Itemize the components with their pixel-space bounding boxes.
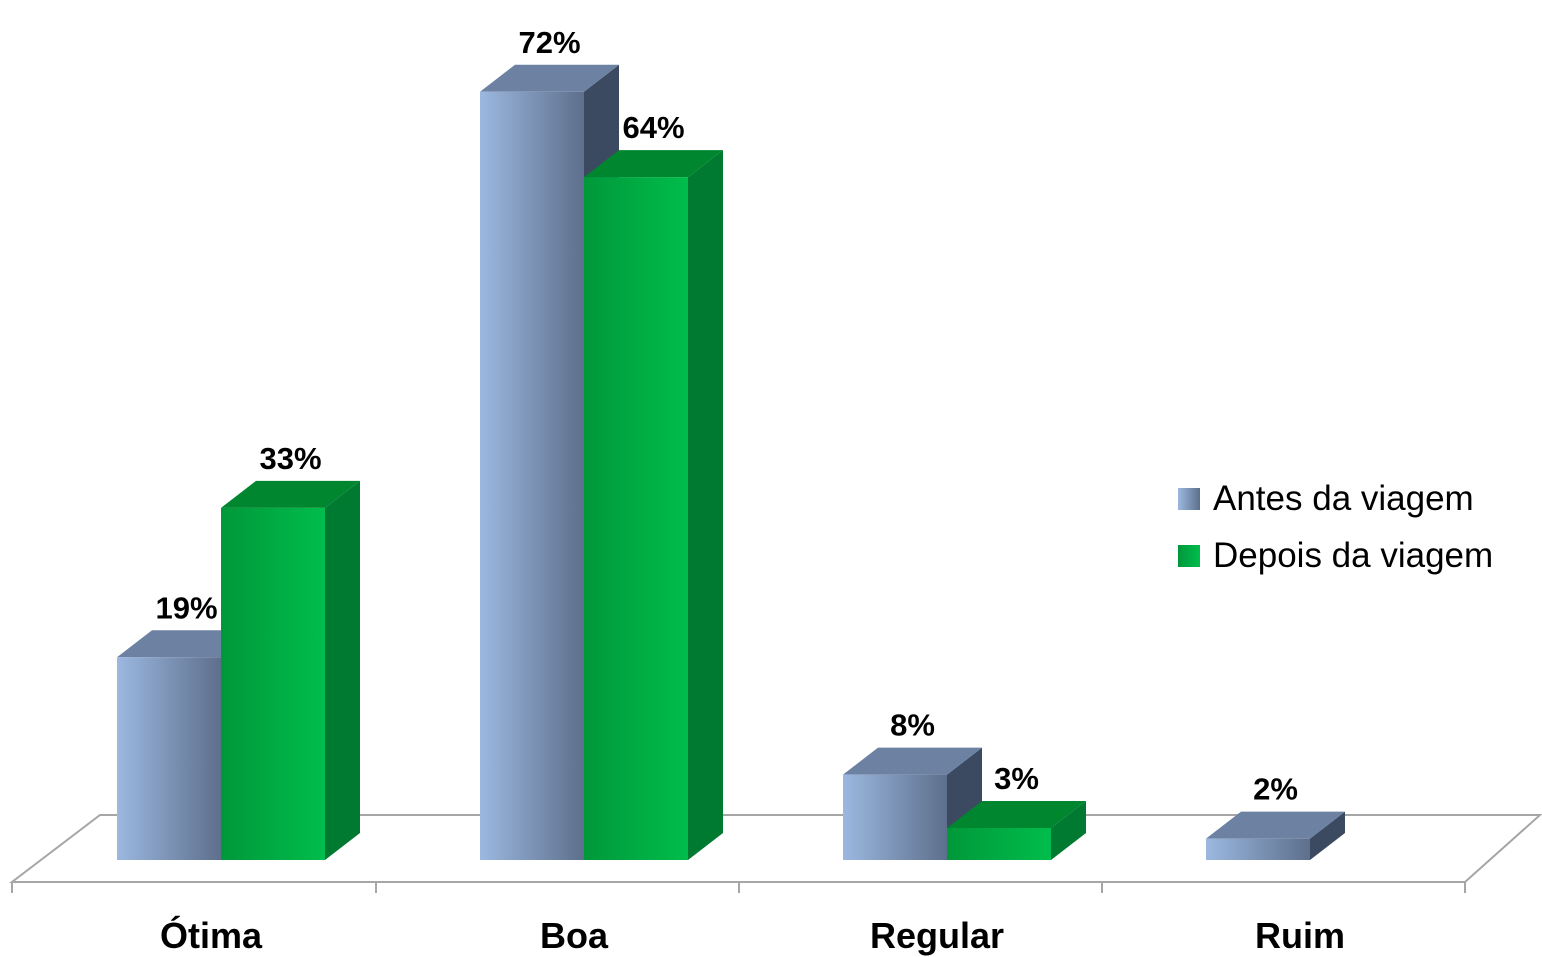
bar-front xyxy=(1206,838,1310,860)
data-label: 33% xyxy=(259,441,321,476)
bar-side xyxy=(325,480,360,860)
data-labels-group: 19% 33% 72% 64% 8% 3% 2% xyxy=(155,25,1297,807)
bar-front xyxy=(221,507,325,860)
bar-side xyxy=(1051,800,1086,860)
bar-side xyxy=(688,150,723,860)
bar-antes-2 xyxy=(843,747,982,860)
legend-label-antes: Antes da viagem xyxy=(1213,478,1474,518)
bar-front xyxy=(584,177,688,860)
category-label: Boa xyxy=(540,915,609,956)
legend-item-depois: Depois da viagem xyxy=(1178,527,1493,584)
legend-swatch-depois xyxy=(1178,544,1200,567)
bar-top xyxy=(947,800,1086,828)
data-label: 8% xyxy=(890,708,935,743)
floor-plane xyxy=(9,814,1542,883)
bar-depois-0 xyxy=(221,480,360,860)
bar-side xyxy=(1310,811,1345,860)
legend: Antes da viagem Depois da viagem xyxy=(1178,470,1493,584)
bars-group xyxy=(117,64,1345,860)
bar-front xyxy=(947,827,1051,860)
bar-antes-3 xyxy=(1206,811,1345,860)
category-labels-group: Ótima Boa Regular Ruim xyxy=(160,914,1345,956)
category-label: Regular xyxy=(870,915,1004,956)
legend-item-antes: Antes da viagem xyxy=(1178,470,1493,527)
data-label: 64% xyxy=(622,110,684,145)
data-label: 72% xyxy=(518,25,580,60)
category-label: Ruim xyxy=(1255,915,1345,956)
chart-floor xyxy=(9,814,1542,893)
bar-front xyxy=(843,774,947,860)
bar-top xyxy=(843,747,982,775)
data-label: 19% xyxy=(155,590,217,625)
legend-label-depois: Depois da viagem xyxy=(1213,535,1494,575)
category-label: Ótima xyxy=(160,914,263,956)
data-label: 2% xyxy=(1253,772,1298,807)
legend-swatch-antes xyxy=(1178,487,1200,510)
bar-top xyxy=(584,150,723,178)
bar-front xyxy=(480,91,584,860)
data-label: 3% xyxy=(994,761,1039,796)
bar-top xyxy=(1206,811,1345,839)
bar-depois-2 xyxy=(947,800,1086,860)
bar-depois-1 xyxy=(584,150,723,860)
bar-top xyxy=(480,64,619,92)
bar-top xyxy=(221,480,360,508)
bar-front xyxy=(117,657,221,860)
